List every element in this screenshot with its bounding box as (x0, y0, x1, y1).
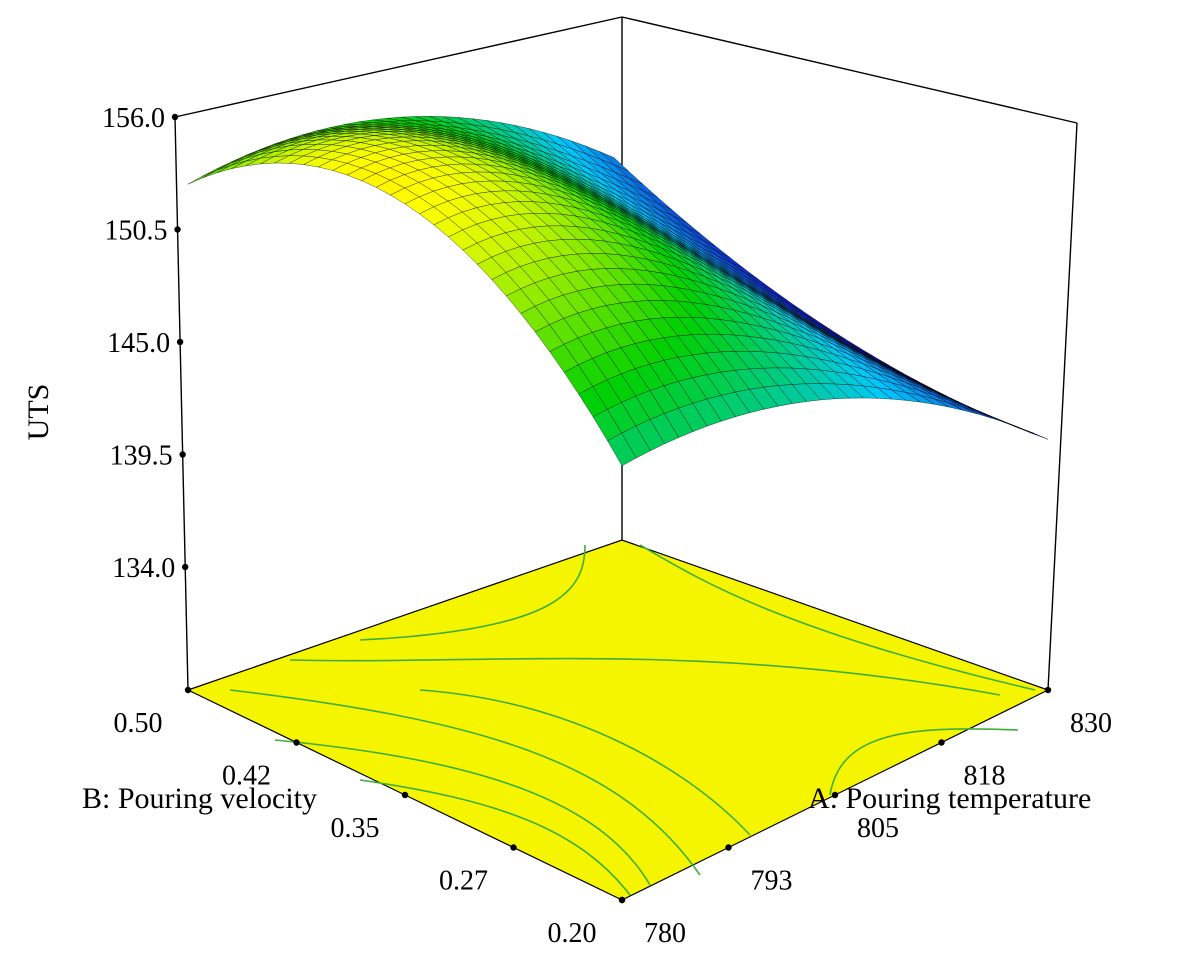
box-right-vertical (1047, 122, 1078, 691)
response-surface (187, 116, 1049, 467)
surface-cell (976, 411, 1006, 423)
floor-contour (359, 779, 631, 896)
y-tick-dot (510, 844, 517, 851)
floor-contour (419, 689, 751, 836)
z-tick-label: 150.5 (105, 216, 168, 247)
z-tick-label: 134.0 (112, 553, 175, 584)
floor-plane (186, 539, 1050, 901)
z-axis-line (174, 116, 189, 691)
y-tick-label: 0.27 (439, 866, 488, 897)
floor-contour (229, 689, 701, 876)
y-tick-dot (401, 791, 409, 799)
floor-contour (274, 739, 651, 886)
surface-cell (962, 406, 992, 419)
z-tick-label: 139.5 (110, 441, 173, 472)
box-back-right-top (621, 16, 1078, 124)
x-tick-dot (618, 896, 626, 904)
y-tick-label: 0.20 (548, 918, 597, 949)
y-tick-dot (293, 739, 300, 746)
x-tick-dot (938, 739, 945, 746)
axis-ticks: 156.0 150.5 145.0 139.5 134.0 0.20 0.27 0.35 0.4… (102, 103, 1112, 949)
y-tick-label: 0.35 (331, 813, 380, 844)
z-axis-title: UTS (22, 384, 55, 441)
floor-contour (359, 544, 586, 641)
x-axis-title: A: Pouring temperature (808, 782, 1091, 815)
x-tick-dot (831, 791, 839, 799)
z-tick-dot (176, 338, 184, 346)
x-tick-dot (1044, 686, 1052, 694)
x-tick-label: 805 (857, 813, 899, 844)
z-tick-dot (171, 113, 179, 121)
z-tick-label: 145.0 (107, 328, 170, 359)
y-tick-label: 0.42 (222, 761, 271, 792)
z-tick-dot (174, 226, 181, 233)
box-back-left-top (174, 16, 623, 118)
floor-contour (829, 728, 1019, 796)
x-tick-label: 830 (1070, 708, 1112, 739)
z-tick-dot (182, 563, 189, 571)
y-axis-title: B: Pouring velocity (82, 782, 317, 815)
y-tick-dot (184, 686, 192, 694)
surface-cell (607, 432, 637, 467)
x-tick-label: 780 (644, 918, 686, 949)
z-tick-dot (179, 451, 186, 458)
surface-cell (202, 164, 232, 179)
y-tick-label: 0.50 (114, 708, 163, 739)
x-tick-label: 818 (964, 761, 1006, 792)
floor-contour (639, 544, 1036, 691)
floor-contour (289, 657, 1001, 696)
x-tick-dot (725, 844, 732, 851)
z-tick-label: 156.0 (102, 103, 165, 134)
x-tick-label: 793 (751, 866, 793, 897)
